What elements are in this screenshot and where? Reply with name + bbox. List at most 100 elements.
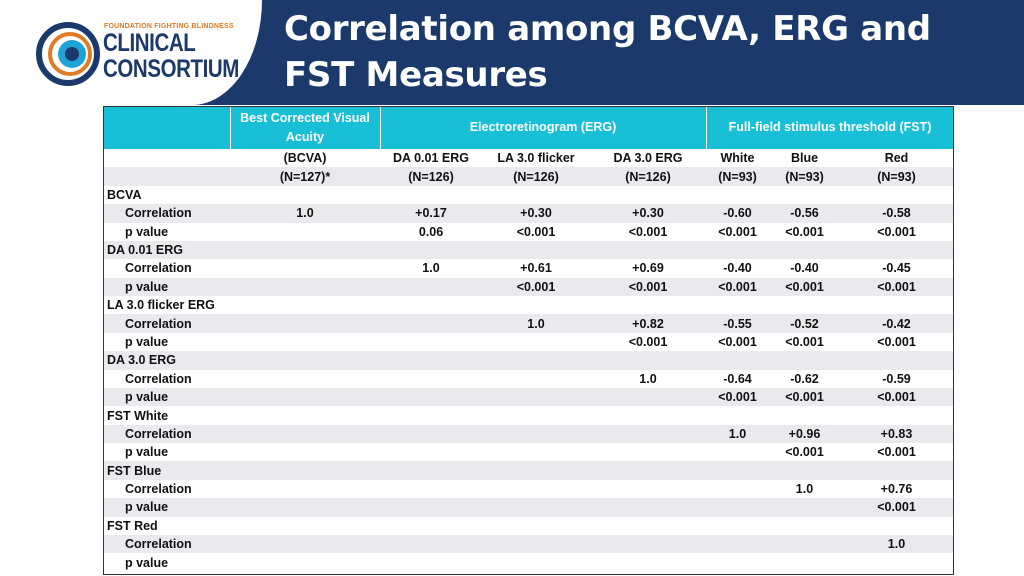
header-divider xyxy=(230,107,231,149)
table-cell: <0.001 xyxy=(628,279,668,294)
table-cell: <0.001 xyxy=(877,500,916,515)
table-cell: 1.0 xyxy=(296,206,314,221)
title-line-1: Correlation among BCVA, ERG and xyxy=(284,9,931,49)
table-cell: -0.60 xyxy=(723,206,752,221)
table-cell: <0.001 xyxy=(516,279,556,294)
table-cell: -0.40 xyxy=(723,261,752,276)
row-metric-label: Correlation xyxy=(125,316,192,331)
table-cell: +0.96 xyxy=(788,426,821,441)
table-cell: 1.0 xyxy=(887,537,906,552)
header-bcva-line-2: Acuity xyxy=(285,130,325,144)
table-group-row: FST White xyxy=(104,406,953,424)
row-group-label: DA 3.0 ERG xyxy=(107,353,177,368)
table-group-header: Best Corrected Visual Acuity Electroreti… xyxy=(104,107,953,149)
column-subheader: (N=93) xyxy=(718,169,757,184)
header-bcva-line-1: Best Corrected Visual xyxy=(240,111,370,125)
table-cell: -0.64 xyxy=(723,371,752,386)
row-metric-label: Correlation xyxy=(125,371,192,386)
row-metric-label: p value xyxy=(125,500,169,515)
table-cell: <0.001 xyxy=(785,279,824,294)
column-subheader: (N=93) xyxy=(877,169,916,184)
table-cell: -0.40 xyxy=(790,261,819,276)
row-metric-label: p value xyxy=(125,224,169,239)
row-metric-label: Correlation xyxy=(125,482,192,497)
table-cell: <0.001 xyxy=(877,224,916,239)
row-group-label: FST Blue xyxy=(107,463,162,478)
table-cell: -0.56 xyxy=(790,206,819,221)
table-cell: +0.82 xyxy=(632,316,664,331)
table-cell: <0.001 xyxy=(785,334,824,349)
table-cell: +0.76 xyxy=(880,482,913,497)
table-cell: 1.0 xyxy=(728,426,747,441)
column-subheader: (BCVA) xyxy=(283,151,327,166)
table-cell: <0.001 xyxy=(516,224,556,239)
table-cell: <0.001 xyxy=(877,445,916,460)
table-cell: <0.001 xyxy=(718,390,757,405)
row-metric-label: p value xyxy=(125,555,169,570)
column-subheader: Blue xyxy=(790,151,819,166)
row-group-label: BCVA xyxy=(107,187,142,202)
column-subheader: (N=127)* xyxy=(279,169,331,184)
table-cell: <0.001 xyxy=(877,279,916,294)
row-group-label: DA 0.01 ERG xyxy=(107,243,183,258)
table-cell: -0.55 xyxy=(723,316,752,331)
column-subheader: (N=126) xyxy=(513,169,559,184)
header-bcva: Best Corrected Visual Acuity xyxy=(230,109,380,147)
row-metric-label: Correlation xyxy=(125,537,192,552)
logo: FOUNDATION FIGHTING BLINDNESS CLINICAL C… xyxy=(0,0,262,105)
table-cell: 1.0 xyxy=(422,261,440,276)
column-subheader: DA 3.0 ERG xyxy=(613,151,683,166)
table-row: Correlation 1.0 +0.61 +0.69 -0.40 -0.40 -0.45 xyxy=(104,259,953,277)
column-subheader: DA 0.01 ERG xyxy=(393,151,469,166)
header-divider xyxy=(706,107,707,149)
table-group-row: BCVA xyxy=(104,186,953,204)
table-group-row: DA 3.0 ERG xyxy=(104,351,953,370)
table-cell: +0.30 xyxy=(520,206,552,221)
title-line-2: FST Measures xyxy=(284,55,548,95)
table-group-row: LA 3.0 flicker ERG xyxy=(104,296,953,314)
header-erg: Electroretinogram (ERG) xyxy=(469,120,617,134)
table-group-row: FST Blue xyxy=(104,461,953,480)
header-divider xyxy=(380,107,381,149)
row-group-label: FST White xyxy=(107,408,169,423)
row-metric-label: p value xyxy=(125,334,169,349)
table-row: p value <0.001 <0.001 <0.001 <0.001 xyxy=(104,333,953,351)
table-subheader-row: (N=127)* (N=126) (N=126) (N=126) (N=93) (N=93… xyxy=(104,167,953,186)
table-cell: 1.0 xyxy=(527,316,545,331)
table-cell: 1.0 xyxy=(639,371,657,386)
row-group-label: LA 3.0 flicker ERG xyxy=(107,298,215,313)
logo-line-1: CLINICAL xyxy=(103,29,196,57)
row-metric-label: p value xyxy=(125,279,169,294)
table-cell: +0.83 xyxy=(880,426,913,441)
table-cell: <0.001 xyxy=(718,334,757,349)
logo-tagline: FOUNDATION FIGHTING BLINDNESS xyxy=(104,23,234,30)
column-subheader: (N=126) xyxy=(408,169,454,184)
table-cell: -0.59 xyxy=(882,371,911,386)
row-metric-label: Correlation xyxy=(125,261,192,276)
table-row: p value <0.001 <0.001 xyxy=(104,443,953,461)
table-cell: <0.001 xyxy=(877,334,916,349)
table-row: p value <0.001 <0.001 <0.001 <0.001 <0.001 xyxy=(104,277,953,297)
table-row: p value <0.001 <0.001 <0.001 xyxy=(104,387,953,407)
column-subheader: White xyxy=(720,151,755,166)
table-row: Correlation 1.0 +0.82 -0.55 -0.52 -0.42 xyxy=(104,314,953,333)
table-cell: <0.001 xyxy=(785,390,824,405)
table-row: p value <0.001 xyxy=(104,498,953,517)
table-row: Correlation 1.0 +0.96 +0.83 xyxy=(104,424,953,444)
row-group-label: FST Red xyxy=(107,518,158,533)
table-group-row: DA 0.01 ERG xyxy=(104,240,953,260)
table-cell: 1.0 xyxy=(795,482,814,497)
table-cell: +0.61 xyxy=(520,261,552,276)
eye-logo-icon xyxy=(36,22,100,86)
row-metric-label: p value xyxy=(125,390,169,405)
table-row: Correlation 1.0 -0.64 -0.62 -0.59 xyxy=(104,370,953,388)
table-cell: <0.001 xyxy=(785,445,824,460)
column-subheader: (N=93) xyxy=(785,169,824,184)
table-cell: <0.001 xyxy=(877,390,916,405)
table-cell: -0.45 xyxy=(882,261,911,276)
table-row: p value 0.06 <0.001 <0.001 <0.001 <0.001 <0.00… xyxy=(104,223,953,241)
table-row: p value xyxy=(104,553,953,571)
table-row: Correlation 1.0 +0.17 +0.30 +0.30 -0.60 -0.56 -… xyxy=(104,204,953,223)
row-metric-label: Correlation xyxy=(125,206,192,221)
table-cell: -0.52 xyxy=(790,316,819,331)
